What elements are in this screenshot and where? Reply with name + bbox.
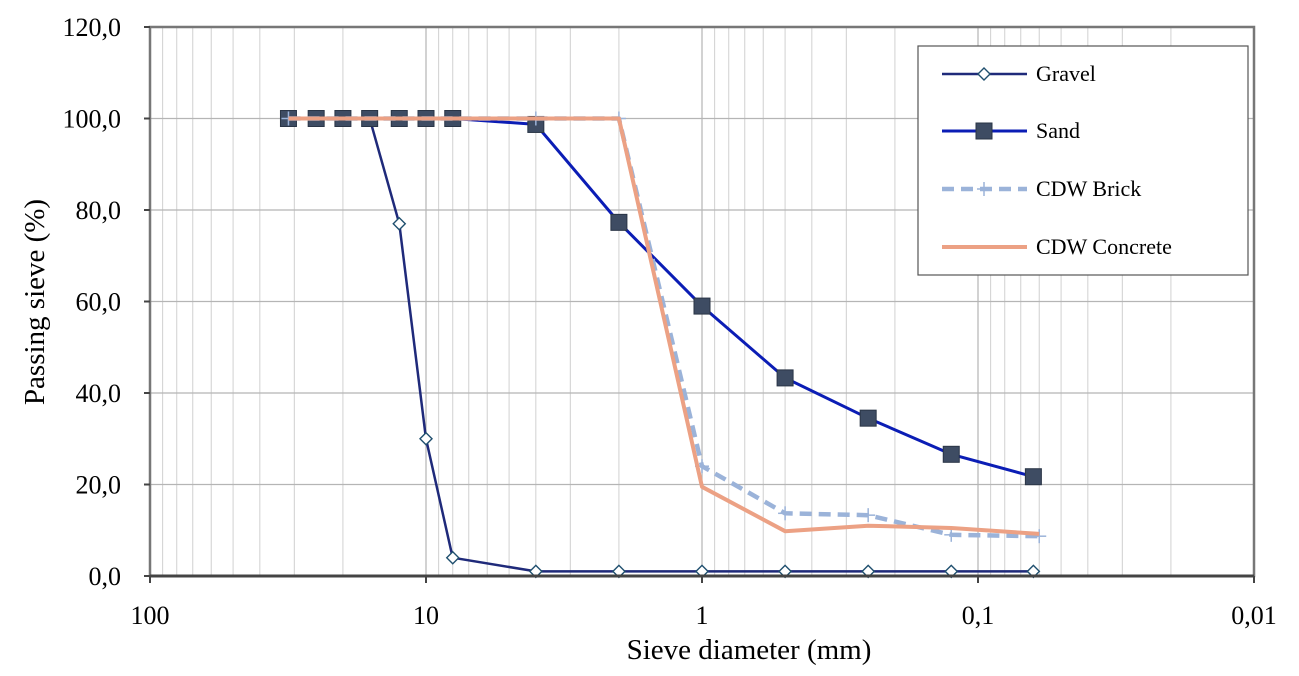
y-tick-label: 20,0 <box>76 471 122 500</box>
legend-label: CDW Concrete <box>1036 234 1172 259</box>
x-tick-label: 0,01 <box>1231 601 1277 630</box>
legend-label: CDW Brick <box>1036 176 1141 201</box>
x-tick-label: 1 <box>696 601 709 630</box>
x-tick-label: 0,1 <box>962 601 995 630</box>
data-point <box>1032 529 1047 544</box>
data-point <box>942 445 960 463</box>
x-axis-title: Sieve diameter (mm) <box>627 634 872 666</box>
y-tick-label: 120,0 <box>63 13 122 42</box>
data-point <box>1024 468 1042 486</box>
data-point <box>776 369 794 387</box>
data-point <box>693 297 711 315</box>
x-tick-label: 100 <box>131 601 170 630</box>
x-ticks: 100 10 1 0,1 0,01 <box>131 576 1277 630</box>
legend-label: Sand <box>1036 118 1080 143</box>
legend-swatch-marker <box>977 182 991 196</box>
legend-box <box>917 45 1249 276</box>
legend-item-gravel: Gravel <box>942 61 1096 86</box>
series-layer <box>279 110 1047 579</box>
y-tick-label: 80,0 <box>76 196 122 225</box>
data-point <box>778 506 793 521</box>
data-point <box>944 527 959 542</box>
data-point <box>859 409 877 427</box>
legend-label: Gravel <box>1036 61 1096 86</box>
data-point <box>445 550 460 565</box>
y-tick-label: 100,0 <box>63 105 122 134</box>
data-point <box>392 216 407 231</box>
series-cdw-concrete <box>288 116 1040 536</box>
data-point <box>419 431 433 446</box>
legend-item-cdw-concrete: CDW Concrete <box>942 234 1172 259</box>
legend-swatch-marker <box>977 67 991 81</box>
y-tick-label: 60,0 <box>76 288 122 317</box>
legend: Gravel Sand CDW Brick CDW Concrete <box>917 45 1249 276</box>
y-ticks: 0,0 20,0 40,0 60,0 80,0 100,0 120,0 <box>63 13 150 591</box>
series-line <box>288 116 1040 539</box>
y-tick-label: 0,0 <box>89 562 122 591</box>
x-tick-label: 10 <box>413 601 439 630</box>
legend-item-sand: Sand <box>942 118 1080 143</box>
legend-item-cdw-brick: CDW Brick <box>942 176 1141 201</box>
series-line <box>288 116 1040 536</box>
y-tick-label: 40,0 <box>76 379 122 408</box>
data-point <box>610 213 628 231</box>
data-point <box>861 508 876 523</box>
y-axis-title: Passing sieve (%) <box>19 199 51 405</box>
legend-swatch-marker <box>975 122 993 140</box>
